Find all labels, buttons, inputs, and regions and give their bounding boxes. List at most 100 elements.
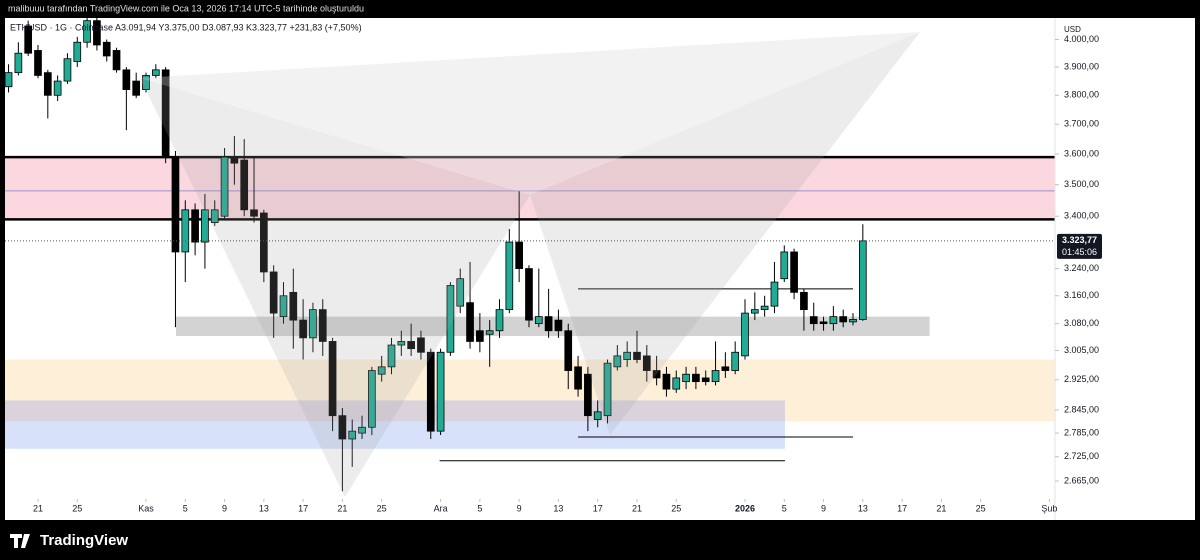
candle-body	[269, 271, 278, 314]
candle-body	[574, 366, 582, 390]
candle-body	[358, 426, 366, 434]
candle-body	[839, 316, 848, 323]
candle-body	[34, 50, 42, 76]
x-tick-label: 9	[821, 503, 826, 513]
candle-body	[93, 20, 101, 46]
candle-body	[112, 50, 121, 71]
x-tick-label: 17	[897, 503, 907, 513]
candle-body	[544, 316, 553, 332]
candle-body	[289, 291, 298, 321]
x-tick-label: 2026	[735, 503, 755, 513]
candle-body	[377, 366, 386, 375]
candle-body	[426, 351, 435, 432]
candle-body	[593, 411, 602, 420]
candle-body	[829, 316, 838, 325]
y-tick-label: 2.845,00	[1064, 404, 1099, 414]
candle-body	[53, 80, 62, 96]
candle-body	[800, 291, 808, 311]
candle-body	[682, 373, 690, 383]
candle-body	[122, 69, 131, 90]
y-tick-label: 3.080,00	[1064, 318, 1099, 328]
y-tick-label: 3.240,00	[1064, 263, 1099, 273]
candle-body	[201, 209, 209, 243]
candle-body	[407, 341, 415, 350]
candle-body	[338, 415, 347, 440]
x-tick-label: Kas	[138, 503, 154, 513]
x-tick-label: 21	[337, 503, 347, 513]
candle-body	[485, 330, 494, 335]
candle-body	[102, 41, 111, 57]
pattern	[140, 32, 920, 195]
x-tick-label: 5	[782, 503, 787, 513]
candle-body	[63, 58, 72, 82]
candle-body	[181, 209, 190, 253]
candle-body	[495, 309, 504, 332]
y-tick-label: 3.800,00	[1064, 90, 1099, 100]
candle-body	[210, 209, 219, 224]
x-tick-label: 9	[517, 503, 522, 513]
candle-body	[505, 241, 514, 311]
y-tick-label: 2.785,00	[1064, 427, 1099, 437]
x-tick-label: 5	[183, 503, 188, 513]
candle-body	[14, 52, 23, 74]
currency: USD	[1064, 25, 1081, 34]
candle-body	[652, 370, 661, 379]
x-tick-label: Ara	[434, 503, 448, 513]
candle-body	[760, 305, 769, 311]
candle-body	[24, 25, 33, 54]
x-tick-label: 13	[553, 503, 563, 513]
candle-body	[318, 309, 327, 342]
countdown: 01:45:06	[1062, 247, 1097, 257]
candle-body	[525, 268, 533, 321]
candle-body	[692, 373, 700, 383]
brand-logo	[10, 534, 30, 548]
x-tick-label: 25	[976, 503, 986, 513]
x-tick-label: 25	[72, 503, 82, 513]
x-tick-label: 17	[298, 503, 308, 513]
candle-body	[780, 251, 789, 280]
x-tick-label: 9	[222, 503, 227, 513]
brand: TradingView	[40, 532, 128, 549]
x-tick-label: 21	[936, 503, 946, 513]
candle-body	[260, 212, 268, 273]
x-tick-label: 21	[33, 503, 43, 513]
y-tick-label: 3.700,00	[1064, 119, 1099, 129]
candle-body	[191, 209, 199, 243]
candle-body	[633, 351, 641, 360]
y-tick-label: 3.400,00	[1064, 211, 1099, 221]
candle-body	[858, 240, 867, 320]
candle-body	[220, 156, 229, 217]
candle-body	[73, 41, 82, 62]
candle-body	[240, 159, 249, 211]
candle-body	[662, 373, 671, 390]
x-tick-label: 13	[858, 503, 868, 513]
candle-body	[132, 80, 141, 96]
candle-body	[711, 370, 720, 383]
candle-body	[770, 281, 779, 307]
candle-body	[613, 355, 622, 368]
candle-body	[417, 337, 425, 353]
candle-body	[4, 72, 13, 88]
x-tick-label: 5	[477, 503, 482, 513]
candle-body	[534, 316, 543, 325]
candle-body	[299, 319, 307, 339]
legend: ETHUSD · 1G · Coinbase A3.091,94 Y3.375,…	[10, 22, 362, 32]
pattern	[140, 78, 530, 497]
candle-body	[721, 366, 730, 371]
candle-body	[230, 156, 239, 164]
candle-body	[436, 351, 445, 432]
y-tick-label: 2.665,00	[1064, 475, 1099, 485]
candle-body	[466, 302, 474, 342]
candle-body	[515, 241, 523, 269]
candle-body	[397, 341, 406, 346]
y-tick-label: 2.725,00	[1064, 451, 1099, 461]
candle-body	[387, 344, 396, 368]
candle-body	[309, 309, 317, 339]
last-price-label: 3.323,77	[1062, 235, 1097, 245]
candle-body	[171, 156, 180, 253]
candle-body	[741, 312, 749, 357]
candle-body	[250, 209, 258, 217]
candle-body	[328, 341, 337, 417]
y-tick-label: 3.900,00	[1064, 61, 1099, 71]
